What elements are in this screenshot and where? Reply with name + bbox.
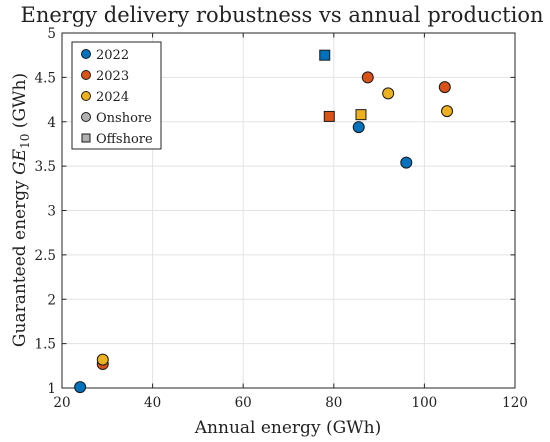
point-2022-onshore (74, 381, 87, 394)
x-tick-label: 120 (502, 395, 528, 411)
x-tick-label: 100 (412, 395, 438, 411)
y-tick-label: 3 (47, 204, 56, 220)
legend-label-2022: 2022 (96, 48, 129, 63)
point-2023-onshore (438, 81, 451, 94)
y-tick-label: 1.5 (35, 337, 56, 353)
point-2023-onshore (361, 71, 374, 84)
point-2022-onshore (400, 156, 413, 169)
x-axis-label: Annual energy (GWh) (194, 418, 381, 438)
y-tick-label: 1 (47, 381, 56, 397)
tick-labels: 20 40 60 80 100 120 1 1.5 2 2.5 3 3.5 4 4.5 5 (35, 26, 528, 411)
y-axis-label-subscript: 10 (18, 134, 32, 149)
y-tick-label: 5 (47, 26, 56, 42)
point-2022-offshore (319, 49, 331, 61)
y-tick-label: 2.5 (35, 248, 56, 264)
y-tick-label: 4 (47, 115, 56, 131)
legend-marker-offshore (81, 133, 91, 143)
legend-marker-onshore (81, 112, 91, 122)
legend: 2022 2023 2024 Onshore Offshore (71, 41, 162, 150)
x-tick-label: 80 (325, 395, 342, 411)
legend-label-onshore: Onshore (96, 111, 152, 126)
legend-label-offshore: Offshore (96, 132, 153, 147)
y-tick-label: 3.5 (35, 159, 56, 175)
point-2024-onshore (441, 105, 454, 118)
point-2022-onshore (352, 121, 365, 134)
legend-marker-2023 (81, 70, 91, 80)
y-axis-label-main: Guaranteed energy (10, 175, 30, 347)
point-2024-offshore (355, 109, 367, 121)
y-axis-label-unit: (GWh) (10, 73, 30, 134)
y-axis-label: Guaranteed energy GE10 (GWh) (10, 73, 32, 347)
legend-label-2024: 2024 (96, 90, 129, 105)
point-2023-offshore (323, 110, 335, 122)
x-tick-label: 60 (235, 395, 252, 411)
chart-title: Energy delivery robustness vs annual pro… (20, 3, 543, 27)
point-2024-onshore (382, 87, 395, 100)
x-tick-label: 20 (53, 395, 70, 411)
data-points (74, 49, 454, 394)
legend-marker-2024 (81, 91, 91, 101)
legend-marker-2022 (81, 49, 91, 59)
axis-ticks (61, 32, 516, 389)
y-tick-label: 4.5 (35, 70, 56, 86)
point-2024-onshore (96, 353, 109, 366)
y-tick-label: 2 (47, 292, 56, 308)
x-tick-label: 40 (144, 395, 161, 411)
y-axis-label-symbol: GE (10, 148, 30, 175)
legend-label-2023: 2023 (96, 69, 129, 84)
